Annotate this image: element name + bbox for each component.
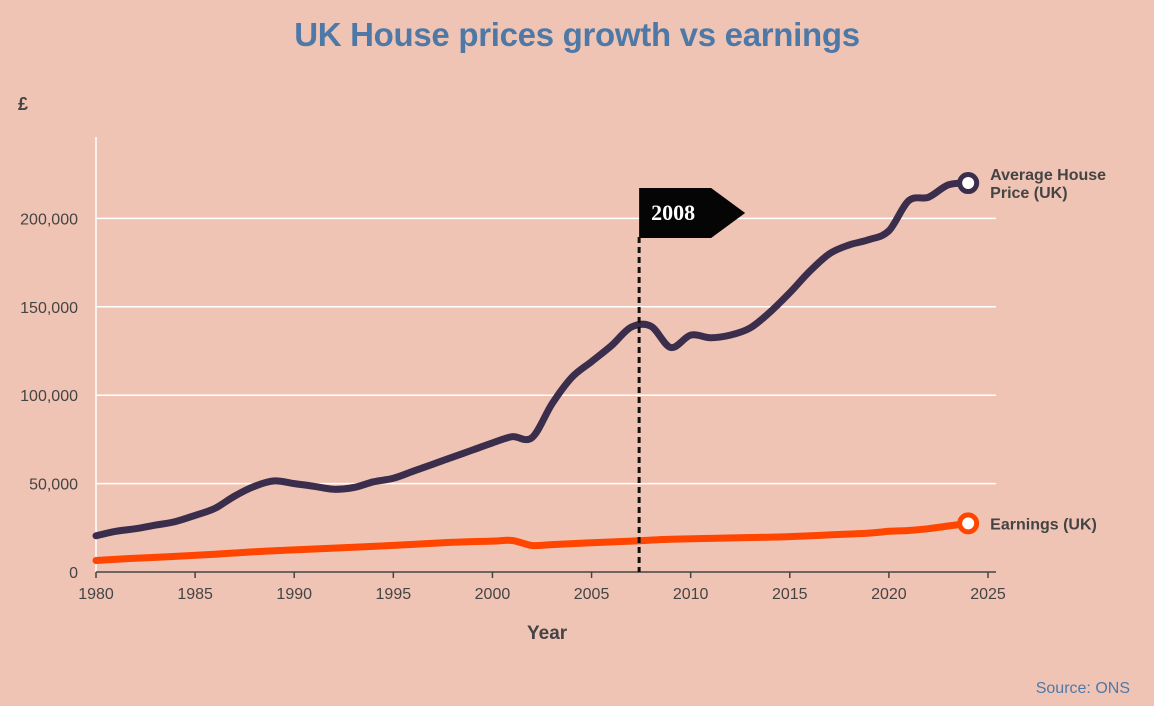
x-tick-label: 2005	[574, 586, 610, 603]
y-tick-label: 150,000	[20, 300, 78, 317]
x-tick-label: 2025	[970, 586, 1006, 603]
x-axis-label: Year	[527, 623, 568, 644]
series-end-marker	[957, 172, 980, 195]
x-tick-label: 2020	[871, 586, 907, 603]
y-tick-label: 0	[69, 565, 78, 582]
x-tick-label: 2000	[475, 586, 511, 603]
x-tick-label: 1985	[177, 586, 213, 603]
x-tick-label: 1980	[78, 586, 114, 603]
annotation-label: 2008	[651, 200, 695, 225]
x-tick-label: 1995	[376, 586, 412, 603]
y-tick-label: 200,000	[20, 211, 78, 228]
x-tick-label: 2010	[673, 586, 709, 603]
series-line-house-price	[92, 179, 972, 540]
source-note: Source: ONS	[1035, 680, 1130, 697]
y-axis-label: £	[18, 94, 29, 114]
x-tick-label: 2015	[772, 586, 808, 603]
x-tick-label: 1990	[276, 586, 312, 603]
series-label: Earnings (UK)	[990, 516, 1097, 533]
y-tick-label: 100,000	[20, 388, 78, 405]
series-label: Average House	[990, 167, 1106, 184]
series-label: Price (UK)	[990, 185, 1067, 202]
chart-title: UK House prices growth vs earnings	[294, 16, 860, 53]
y-tick-label: 50,000	[29, 477, 78, 494]
annotation-flag	[639, 188, 746, 238]
series-line-earnings	[92, 519, 972, 564]
series-end-marker	[957, 512, 980, 535]
